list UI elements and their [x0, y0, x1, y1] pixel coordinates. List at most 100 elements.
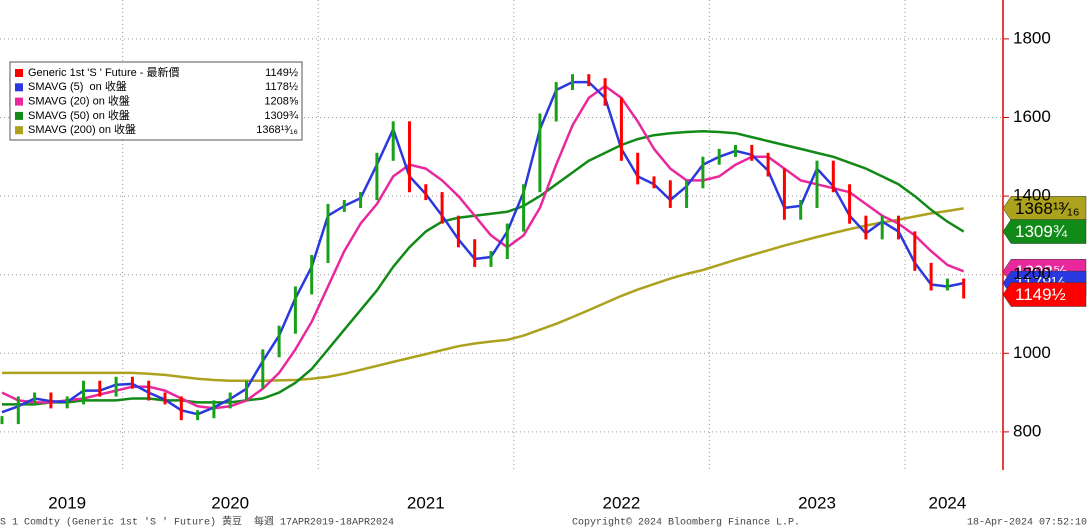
legend-swatch — [15, 83, 23, 92]
price-bar — [98, 380, 102, 397]
price-bar — [277, 325, 281, 358]
series-line — [2, 207, 964, 383]
series-line — [1, 80, 964, 416]
legend-box — [9, 61, 303, 141]
value-tag — [1002, 282, 1087, 307]
legend-swatch — [15, 111, 23, 120]
price-bar — [33, 392, 37, 405]
price-bar — [440, 192, 444, 224]
price-bar — [326, 203, 330, 263]
price-bar — [945, 278, 949, 291]
price-bar — [815, 160, 819, 208]
legend-value: 1368¹³⁄₁₆ — [256, 124, 298, 136]
price-bar — [408, 121, 411, 193]
price-bar — [424, 184, 428, 201]
legend-label: SMAVG (5) on 收盤 — [28, 79, 127, 93]
price-bar — [310, 254, 314, 295]
x-tick-label: 2019 — [48, 493, 86, 512]
price-bar — [685, 180, 689, 208]
price-bar — [375, 152, 379, 201]
y-tick-label: 1600 — [1013, 107, 1051, 126]
plot-area — [0, 0, 1009, 470]
price-bar — [799, 199, 803, 220]
price-bar — [897, 215, 900, 240]
value-tag — [1002, 219, 1087, 244]
price-bar — [864, 215, 868, 240]
y-tick-label: 800 — [1013, 421, 1041, 440]
price-bar — [489, 251, 493, 267]
price-bar — [261, 349, 265, 389]
price-bar — [880, 215, 884, 240]
legend-swatch — [15, 97, 23, 106]
price-bar — [831, 160, 835, 193]
x-tick-label: 2021 — [407, 493, 445, 512]
x-tick-label: 2024 — [928, 493, 966, 512]
legend-swatch — [15, 69, 23, 77]
price-bar — [603, 78, 607, 106]
price-bar — [130, 376, 134, 389]
price-bar — [668, 180, 672, 208]
legend-label: Generic 1st 'S ' Future - 最新價 — [28, 65, 180, 79]
footer-copyright: Copyright© 2024 Bloomberg Finance L.P. — [572, 517, 800, 529]
series-line — [1, 84, 965, 410]
legend-label: SMAVG (50) on 收盤 — [28, 108, 130, 122]
price-bar — [245, 380, 248, 401]
y-tick-label: 1400 — [1013, 186, 1051, 205]
y-tick-label: 1800 — [1013, 28, 1051, 47]
price-bar — [848, 184, 852, 224]
price-bar — [750, 144, 754, 161]
x-tick-label: 2020 — [211, 493, 249, 512]
value-tag-label: 1368¹³⁄₁₆ — [1015, 199, 1080, 218]
price-bar — [766, 152, 770, 177]
price-bar — [913, 231, 917, 271]
price-bar — [636, 152, 640, 185]
price-bar — [212, 400, 216, 419]
legend-value: 1208⅝ — [264, 96, 298, 108]
value-tag-label: 1149½ — [1015, 285, 1066, 304]
price-bar — [114, 376, 118, 397]
legend: Generic 1st 'S ' Future - 最新價 1149½ SMAVG … — [15, 65, 299, 136]
price-bar — [0, 416, 4, 425]
legend-swatch — [15, 126, 23, 135]
series-line — [2, 130, 965, 406]
legend-label: SMAVG (200) on 收盤 — [28, 122, 136, 136]
price-bar — [619, 97, 623, 161]
legend-value: 1149½ — [265, 67, 298, 79]
price-bar — [571, 74, 574, 91]
y-tick-label: 1000 — [1013, 343, 1051, 362]
price-bar — [16, 396, 20, 425]
price-bar — [49, 392, 53, 409]
price-bar — [163, 392, 167, 405]
price-bar — [196, 410, 200, 421]
price-bar — [473, 239, 477, 267]
price-bar — [538, 113, 542, 193]
value-tag-label: 1309¾ — [1015, 222, 1068, 241]
legend-value: 1309¾ — [264, 110, 298, 122]
price-bar — [342, 199, 346, 212]
legend-value: 1178½ — [265, 81, 298, 93]
price-bar — [587, 74, 591, 87]
price-bar — [391, 121, 395, 161]
price-bar — [65, 396, 69, 409]
price-bar — [554, 82, 558, 122]
price-bar — [293, 286, 297, 334]
value-tag — [1002, 196, 1087, 221]
price-bar — [228, 392, 232, 409]
price-bar — [701, 156, 705, 189]
price-bar — [734, 144, 737, 157]
x-tick-label: 2022 — [602, 493, 640, 512]
price-bar — [505, 223, 509, 260]
price-bar — [456, 215, 460, 248]
price-bar — [522, 184, 526, 232]
price-bar — [962, 278, 966, 299]
footer-source: S 1 Comdty (Generic 1st 'S ' Future) 黄豆 … — [0, 515, 394, 529]
price-bar — [179, 396, 183, 421]
footer-timestamp: 18-Apr-2024 07:52:10 — [967, 518, 1087, 529]
y-tick-label: 1200 — [1013, 264, 1051, 283]
price-bar — [82, 380, 85, 405]
x-tick-label: 2023 — [798, 493, 836, 512]
price-bar — [929, 262, 933, 291]
price-bar — [652, 176, 656, 189]
